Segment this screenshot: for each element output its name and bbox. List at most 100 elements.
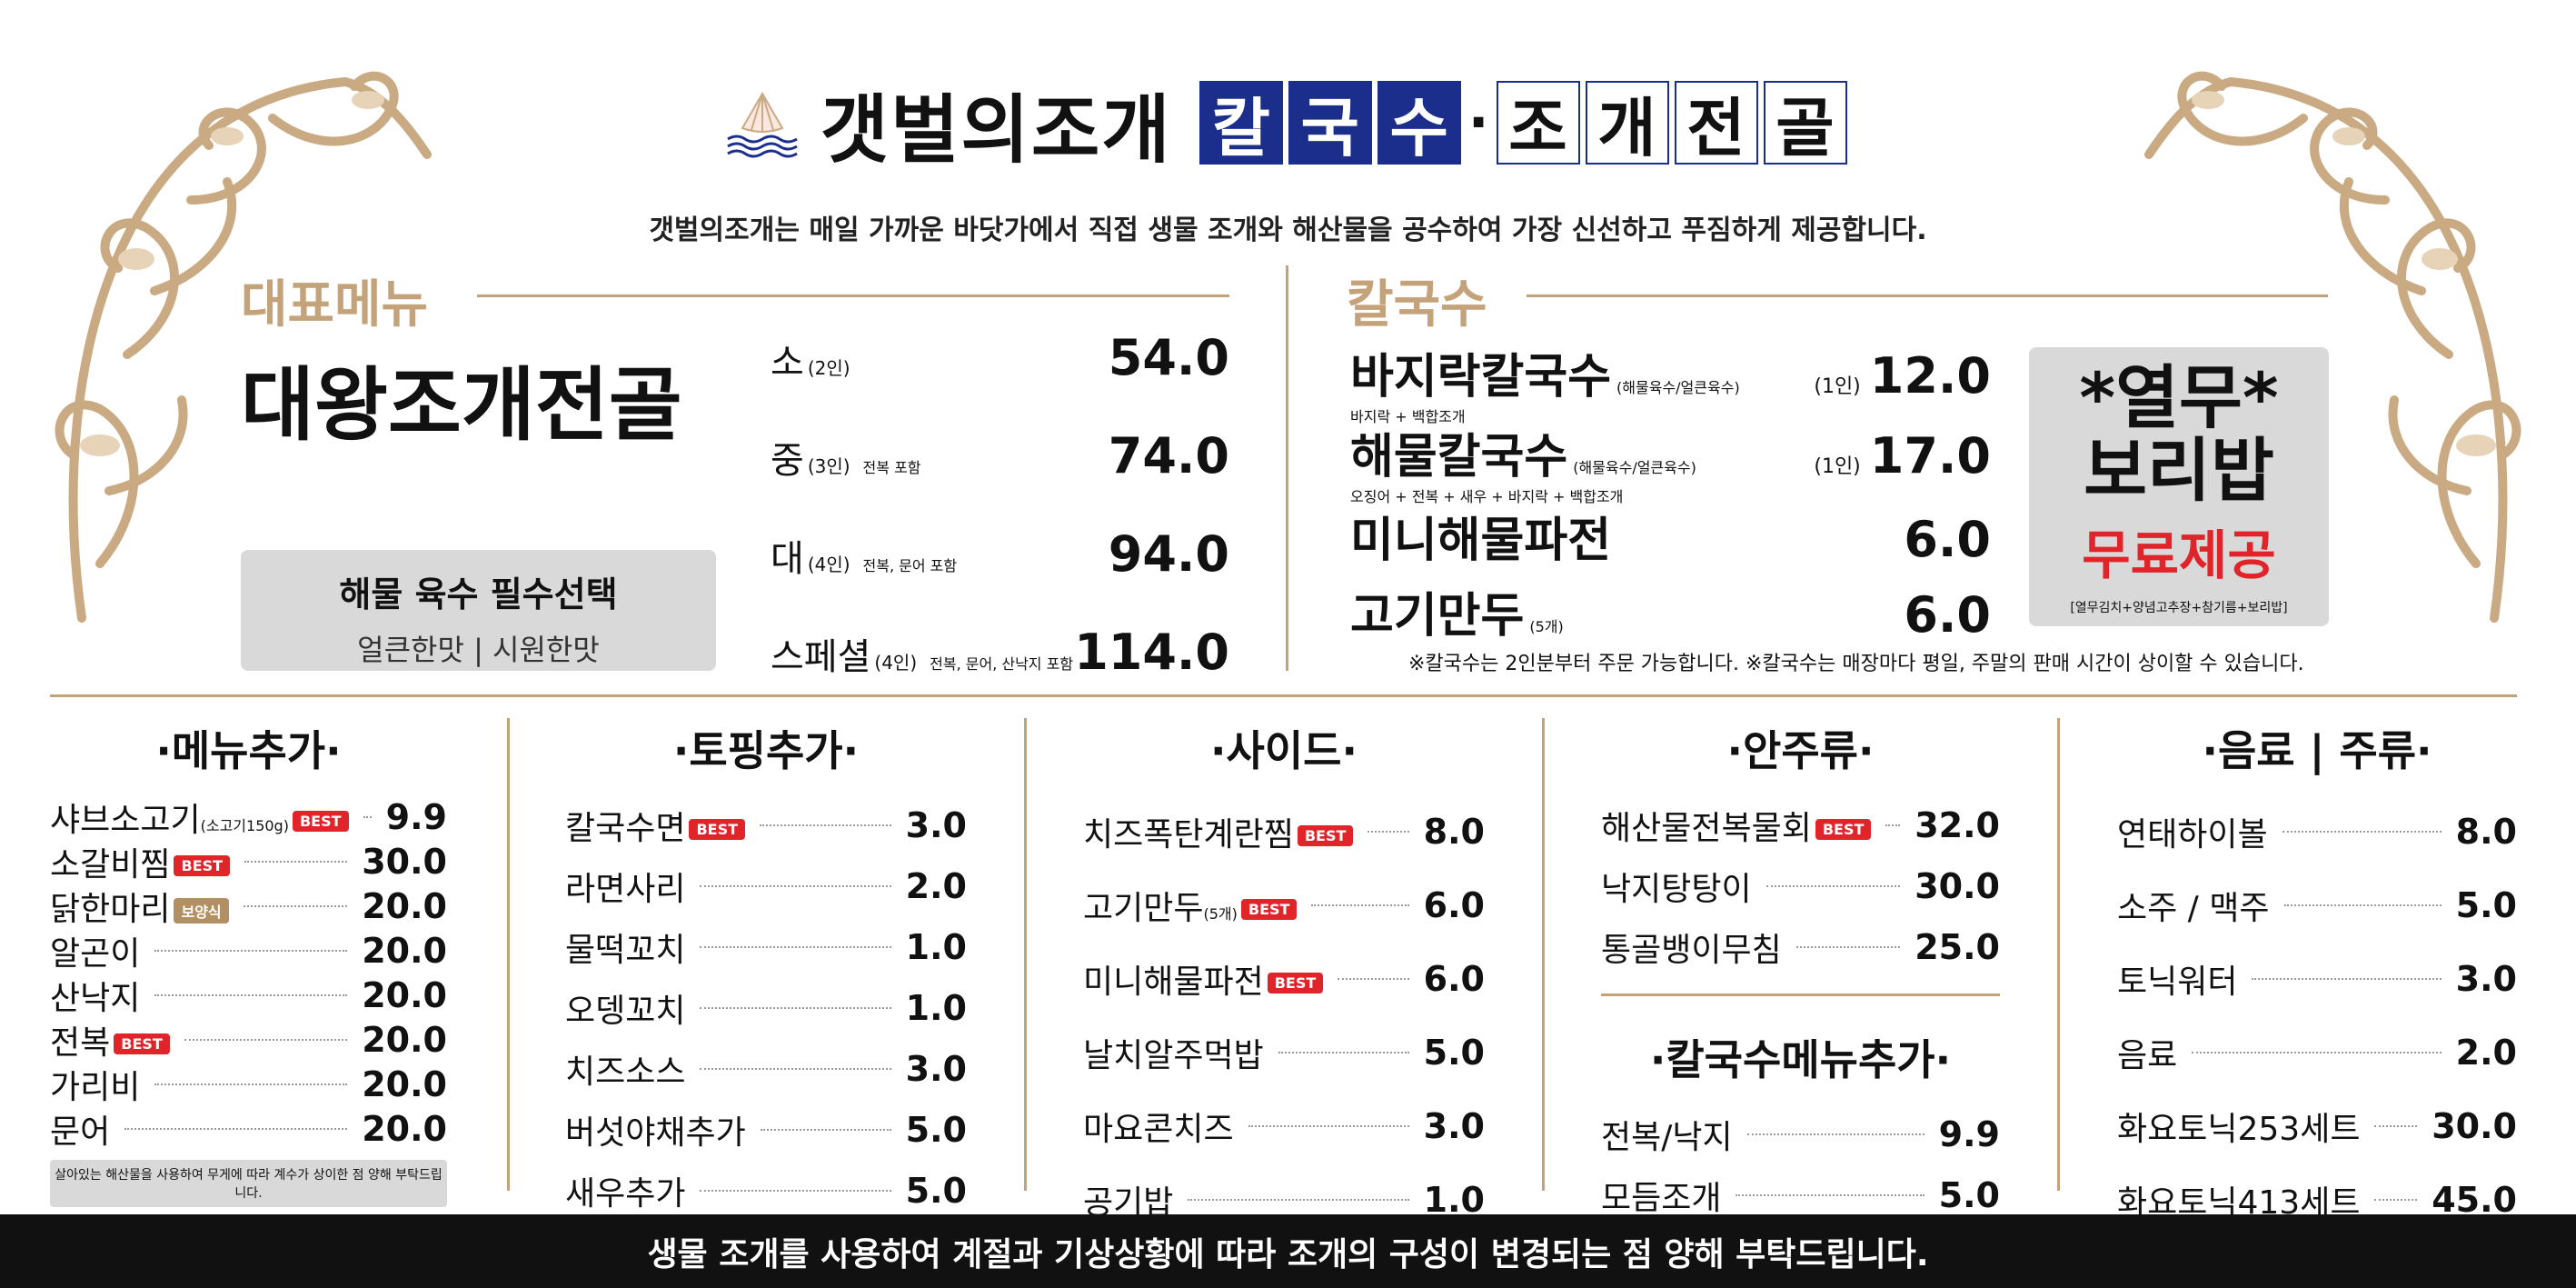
size-price: 74.0 — [1108, 427, 1229, 484]
item-price: 30.0 — [362, 841, 447, 882]
leader-dots — [700, 945, 891, 948]
list-item: 치즈소스 3.0 — [565, 1038, 967, 1099]
size-note: 전복, 문어, 산낙지 포함 — [930, 655, 1074, 673]
list-item: 문어 20.0 — [50, 1106, 447, 1151]
column-title: ·사이드· — [1210, 726, 1358, 775]
item-price: 20.0 — [362, 1063, 447, 1104]
title-box: 개 — [1585, 81, 1669, 165]
title-box: 수 — [1377, 81, 1461, 165]
item-name: 오뎅꼬치 — [565, 992, 686, 1030]
item-name: 낙지탕탕이 — [1601, 870, 1752, 908]
size-row: 소 (2인) 54.0 — [771, 329, 1229, 393]
header: 갯벌의조개 칼 국 수 · 조 개 전 골 — [0, 73, 2576, 174]
title-box: 국 — [1288, 81, 1372, 165]
item-sub: 바지락 + 백합조개 — [1350, 408, 1466, 425]
leader-dots — [1248, 1124, 1409, 1127]
list-item: 토닉워터 3.0 — [2117, 942, 2517, 1015]
item-price: 6.0 — [1904, 511, 1991, 568]
size-label: 스페셜 — [771, 636, 871, 678]
item-price: 5.0 — [1938, 1174, 2000, 1215]
item-price: 6.0 — [1904, 586, 1991, 644]
column-title: ·메뉴추가· — [155, 726, 342, 775]
item-name: 통골뱅이무침 — [1601, 931, 1782, 969]
item-name: 전복 — [50, 1023, 111, 1062]
item-price: 9.9 — [1938, 1113, 2000, 1154]
item-price: 8.0 — [1423, 811, 1485, 852]
leader-dots — [700, 1067, 891, 1070]
item-price: 8.0 — [2455, 811, 2517, 852]
item-name: 소주 / 맥주 — [2117, 889, 2270, 927]
item-unit: (1인) — [1814, 375, 1861, 398]
list-item: 칼국수면 BEST 3.0 — [565, 794, 967, 855]
leader-dots — [1188, 1198, 1409, 1201]
item-name: 토닉워터 — [2117, 963, 2238, 1001]
item-price: 17.0 — [1869, 427, 1991, 484]
item-name: 가리비 — [50, 1068, 141, 1106]
list-item: 소주 / 맥주 5.0 — [2117, 868, 2517, 942]
broth-options: 얼큰한맛 | 시원한맛 — [357, 633, 600, 667]
menu-add-note: 살아있는 해산물을 사용하여 무게에 따라 계수가 상이한 점 양해 부탁드립니… — [50, 1160, 447, 1207]
signature-rule — [477, 295, 1229, 297]
leader-dots — [184, 1038, 348, 1041]
item-price: 20.0 — [362, 930, 447, 971]
kalguksu-rule — [1527, 295, 2328, 297]
leader-dots — [363, 815, 372, 818]
item-name: 화요토닉253세트 — [2117, 1110, 2361, 1148]
size-note: 전복 포함 — [862, 459, 921, 476]
item-name: 물떡꼬치 — [565, 931, 686, 969]
promo-line3: 무료제공 — [2082, 524, 2276, 586]
best-badge: BEST — [689, 819, 746, 840]
kalguksu-item: 해물칼국수 (해물육수/얼큰육수) (1인) 17.0 오징어 + 전복 + 새… — [1350, 418, 1991, 506]
column-side: ·사이드· 치즈폭탄계란찜 BEST 8.0 고기만두(5개) BEST 6.0 미니해… — [1083, 718, 1485, 1236]
list-item: 라면사리 2.0 — [565, 855, 967, 916]
item-name: 소갈비찜 — [50, 845, 171, 884]
item-name: 해물칼국수 — [1350, 430, 1568, 484]
column-menu-add: ·메뉴추가· 샤브소고기(소고기150g) BEST 9.9 소갈비찜 BEST 30.… — [50, 718, 447, 1207]
item-price: 20.0 — [362, 1019, 447, 1060]
list-item: 물떡꼬치 1.0 — [565, 916, 967, 977]
item-small: (5개) — [1203, 904, 1238, 923]
item-name: 닭한마리 — [50, 890, 171, 928]
size-note: 전복, 문어 포함 — [862, 557, 958, 574]
column-divider — [507, 718, 510, 1191]
leader-dots — [1278, 1051, 1409, 1053]
list-item: 음료 2.0 — [2117, 1015, 2517, 1089]
column-title: ·안주류· — [1726, 726, 1875, 775]
leader-dots — [1311, 904, 1409, 906]
item-price: 20.0 — [362, 885, 447, 926]
column-title: ·토핑추가· — [672, 726, 860, 775]
item-price: 1.0 — [905, 987, 967, 1028]
leader-dots — [1368, 830, 1409, 833]
leader-dots — [154, 1083, 348, 1085]
leader-dots — [1765, 884, 1901, 887]
list-item: 화요토닉253세트 30.0 — [2117, 1089, 2517, 1163]
sub-divider — [1601, 993, 2000, 996]
leader-dots — [2192, 1051, 2442, 1053]
item-name: 알곤이 — [50, 934, 141, 973]
item-extra: (5개) — [1529, 618, 1564, 635]
column-divider — [1542, 718, 1545, 1191]
list-item: 샤브소고기(소고기150g) BEST 9.9 — [50, 794, 447, 839]
item-extra: (해물육수/얼큰육수) — [1573, 459, 1696, 476]
column-snacks: ·안주류· 해산물전복물회 BEST 32.0 낙지탕탕이 30.0 통골뱅이무침 25… — [1601, 718, 2000, 1225]
item-price: 3.0 — [905, 1048, 967, 1089]
item-name: 치즈소스 — [565, 1053, 686, 1091]
ornament-left — [55, 71, 432, 623]
promo-box: *열무* 보리밥 무료제공 [열무김치+양념고추장+참기름+보리밥] — [2029, 347, 2329, 626]
promo-line2: 보리밥 — [2084, 430, 2274, 511]
item-name: 미니해물파전 — [1350, 514, 1612, 568]
list-item: 새우추가 5.0 — [565, 1160, 967, 1221]
kalguksu-item: 미니해물파전 6.0 — [1350, 502, 1991, 570]
item-name: 고기만두 — [1350, 589, 1525, 644]
brand-name: 갯벌의조개 — [820, 86, 1172, 174]
size-price: 54.0 — [1108, 329, 1229, 386]
size-label: 소 — [771, 342, 804, 384]
promo-line1: *열무* — [2079, 357, 2279, 438]
intro-text: 갯벌의조개는 매일 가까운 바닷가에서 직접 생물 조개와 해산물을 공수하여 … — [649, 215, 1927, 246]
list-item: 고기만두(5개) BEST 6.0 — [1083, 868, 1485, 942]
list-item: 치즈폭탄계란찜 BEST 8.0 — [1083, 794, 1485, 868]
leader-dots — [1338, 977, 1409, 980]
item-name: 샤브소고기 — [50, 801, 201, 839]
best-badge: BEST — [1297, 825, 1354, 846]
best-badge: BEST — [292, 811, 349, 832]
